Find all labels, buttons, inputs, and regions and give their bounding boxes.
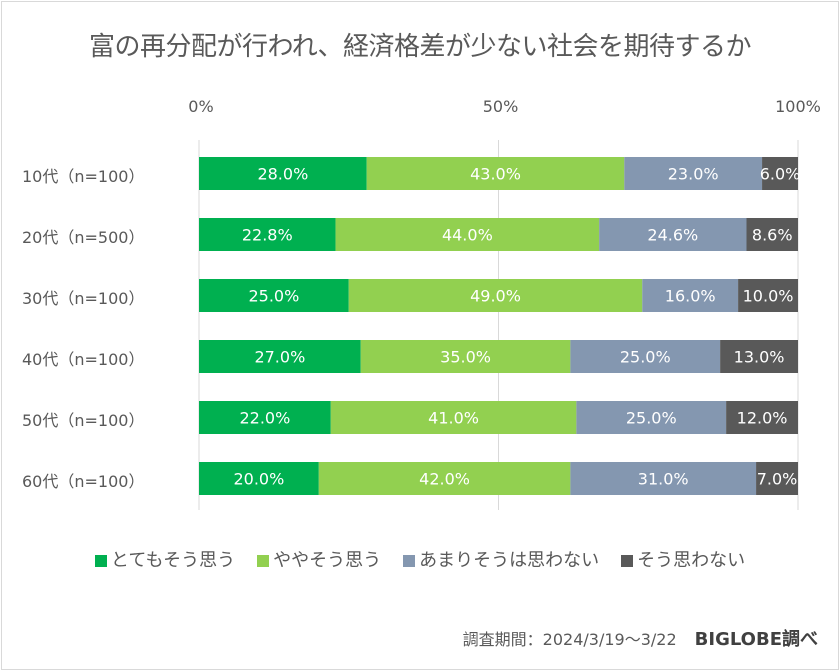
data-label: 44.0% (442, 226, 493, 245)
bar-segment (199, 340, 361, 373)
bar-segment (366, 157, 625, 190)
bar-segment (199, 218, 336, 251)
data-label: 22.0% (239, 409, 290, 428)
bar-segment (199, 279, 349, 312)
category-label: 30代（n=100） (22, 289, 145, 308)
bar-segment (199, 401, 331, 434)
legend: とてもそう思う ややそう思う あまりそうは思わない そう思わない (0, 546, 840, 572)
legend-label: ややそう思う (273, 550, 382, 571)
bar-segment (599, 218, 747, 251)
data-label: 22.8% (242, 226, 293, 245)
data-label: 12.0% (737, 409, 788, 428)
legend-item: あまりそうは思わない (403, 546, 599, 572)
category-label: 10代（n=100） (22, 167, 145, 186)
data-label: 31.0% (638, 470, 689, 489)
data-label: 25.0% (620, 348, 671, 367)
bar-segment (738, 279, 798, 312)
data-label: 42.0% (419, 470, 470, 489)
data-label: 16.0% (665, 287, 716, 306)
bar-segment (762, 157, 798, 190)
x-tick-label: 100% (775, 97, 821, 116)
legend-swatch (257, 555, 270, 567)
bar-segment (570, 340, 721, 373)
bar-segment (576, 401, 727, 434)
bar-segment (318, 462, 571, 495)
bar-segment (335, 218, 600, 251)
legend-item: ややそう思う (257, 546, 381, 572)
category-label: 20代（n=500） (22, 228, 145, 247)
bar-segment (726, 401, 798, 434)
category-label: 60代（n=100） (22, 472, 145, 491)
bar-segment (330, 401, 577, 434)
data-label: 49.0% (470, 287, 521, 306)
legend-label: そう思わない (637, 550, 746, 571)
category-label: 40代（n=100） (22, 350, 145, 369)
legend-label: とてもそう思う (110, 550, 236, 571)
bar-segment (642, 279, 739, 312)
legend-label: あまりそうは思わない (419, 550, 600, 571)
data-label: 10.0% (743, 287, 794, 306)
category-label: 50代（n=100） (22, 411, 145, 430)
data-label: 41.0% (428, 409, 479, 428)
bar-segment (570, 462, 757, 495)
bar-segment (348, 279, 643, 312)
data-label: 25.0% (248, 287, 299, 306)
bar-segment (199, 157, 367, 190)
bar-segment (199, 462, 319, 495)
data-label: 27.0% (254, 348, 305, 367)
legend-swatch (621, 555, 634, 567)
legend-item: そう思わない (621, 546, 745, 572)
data-label: 35.0% (440, 348, 491, 367)
source-brand: BIGLOBE調べ (694, 629, 818, 650)
bar-segment (720, 340, 798, 373)
bar-segment (756, 462, 798, 495)
data-label: 8.6% (752, 226, 793, 245)
legend-swatch (94, 555, 107, 567)
data-label: 13.0% (734, 348, 785, 367)
data-label: 23.0% (668, 165, 719, 184)
bar-segment (360, 340, 571, 373)
x-tick-label: 0% (188, 97, 214, 116)
bar-segment (624, 157, 763, 190)
data-label: 43.0% (470, 165, 521, 184)
x-tick-label: 50% (482, 97, 519, 116)
data-label: 28.0% (257, 165, 308, 184)
chart-title: 富の再分配が行われ、経済格差が少ない社会を期待するか (89, 32, 751, 62)
data-label: 24.6% (647, 226, 698, 245)
legend-swatch (403, 555, 416, 567)
data-label: 20.0% (233, 470, 284, 489)
data-label: 6.0% (760, 165, 801, 184)
bar-segment (746, 218, 798, 251)
data-label: 7.0% (757, 470, 798, 489)
survey-period: 調査期間：2024/3/19～3/22 (462, 630, 677, 649)
data-label: 25.0% (626, 409, 677, 428)
legend-item: とてもそう思う (94, 546, 236, 572)
footer: 調査期間：2024/3/19～3/22 BIGLOBE調べ (463, 625, 818, 651)
